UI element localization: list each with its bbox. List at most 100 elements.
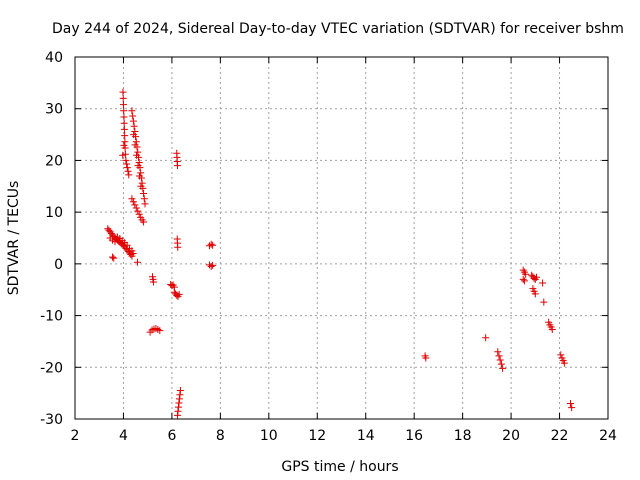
data-point — [138, 179, 146, 187]
data-point — [130, 122, 138, 130]
data-point — [132, 138, 140, 146]
data-point — [173, 162, 181, 170]
x-tick-label: 16 — [405, 428, 423, 444]
data-point — [140, 195, 148, 203]
x-tick-label: 12 — [308, 428, 326, 444]
grid — [75, 57, 608, 419]
data-point — [568, 404, 576, 412]
data-point — [533, 273, 541, 281]
data-point — [135, 172, 143, 180]
x-axis-label: GPS time / hours — [281, 459, 398, 475]
data-point — [482, 334, 490, 342]
x-tick-label: 6 — [167, 428, 176, 444]
data-point — [140, 190, 148, 198]
y-tick-label: 0 — [54, 257, 63, 273]
x-tick-label: 8 — [216, 428, 225, 444]
data-point — [120, 113, 128, 121]
data-point — [131, 127, 139, 135]
data-point — [494, 348, 502, 356]
data-point — [134, 258, 142, 266]
data-point — [205, 242, 213, 250]
data-point — [119, 151, 127, 159]
data-point — [495, 352, 503, 360]
y-tick-label: 30 — [45, 102, 63, 118]
y-axis-label: SDTVAR / TECUs — [6, 181, 22, 296]
data-point — [109, 253, 117, 261]
x-tick-label: 22 — [551, 428, 569, 444]
data-point — [123, 164, 131, 172]
data-point — [120, 119, 128, 127]
data-point — [129, 250, 137, 258]
y-tick-label: -30 — [40, 412, 63, 428]
data-point — [141, 200, 149, 208]
data-point — [119, 101, 127, 109]
data-point — [130, 131, 138, 139]
data-point — [120, 125, 128, 133]
y-tick-labels: -30 -20 -10 0 10 20 30 40 — [40, 50, 63, 428]
data-point — [149, 278, 157, 286]
data-point — [209, 261, 217, 269]
x-tick-label: 24 — [599, 428, 617, 444]
data-point — [132, 204, 140, 212]
data-point — [120, 141, 128, 149]
data-point — [499, 364, 507, 372]
data-point — [129, 117, 137, 125]
data-point — [121, 132, 129, 140]
data-point — [205, 261, 213, 269]
data-point — [134, 162, 142, 170]
x-tick-label: 10 — [260, 428, 278, 444]
data-point — [128, 195, 136, 203]
data-point — [128, 107, 136, 115]
data-point — [207, 262, 215, 270]
data-point — [129, 112, 137, 120]
data-point — [110, 254, 118, 262]
y-tick-label: 40 — [45, 50, 63, 66]
data-point — [156, 327, 164, 335]
data-point — [131, 201, 139, 209]
data-point — [120, 107, 128, 115]
data-point — [129, 198, 137, 206]
data-point — [134, 207, 142, 215]
data-point — [154, 326, 162, 334]
data-point — [137, 182, 145, 190]
x-tick-label: 4 — [119, 428, 128, 444]
data-point — [119, 88, 127, 96]
data-point — [124, 167, 132, 175]
x-tick-label: 2 — [71, 428, 80, 444]
data-point — [174, 243, 182, 251]
data-point — [111, 238, 119, 246]
data-point — [209, 241, 217, 249]
y-tick-label: -10 — [40, 309, 63, 325]
data-point — [140, 218, 148, 226]
y-tick-label: 20 — [45, 153, 63, 169]
data-point — [539, 279, 547, 287]
data-point — [122, 156, 130, 164]
x-tick-label: 20 — [502, 428, 520, 444]
data-point — [135, 210, 143, 218]
x-tick-label: 18 — [454, 428, 472, 444]
data-point — [531, 290, 539, 298]
data-point — [137, 169, 145, 177]
data-point — [496, 356, 504, 364]
data-points — [104, 88, 576, 419]
data-point — [557, 351, 565, 359]
x-tick-labels: 2 4 6 8 10 12 14 16 18 20 22 24 — [71, 428, 617, 444]
chart-title: Day 244 of 2024, Sidereal Day-to-day VTE… — [52, 21, 624, 37]
data-point — [133, 151, 141, 159]
data-point — [173, 411, 181, 419]
x-tick-label: 14 — [357, 428, 375, 444]
data-point — [125, 171, 133, 179]
data-point — [560, 359, 568, 367]
data-point — [540, 298, 548, 306]
plot-frame — [74, 56, 609, 420]
data-point — [548, 326, 556, 334]
data-point — [121, 138, 129, 146]
data-point — [207, 240, 215, 248]
data-point — [522, 270, 530, 278]
data-point — [175, 290, 183, 298]
data-point — [519, 275, 527, 283]
axis-ticks — [74, 56, 609, 420]
data-point — [150, 325, 158, 333]
y-tick-label: 10 — [45, 205, 63, 221]
